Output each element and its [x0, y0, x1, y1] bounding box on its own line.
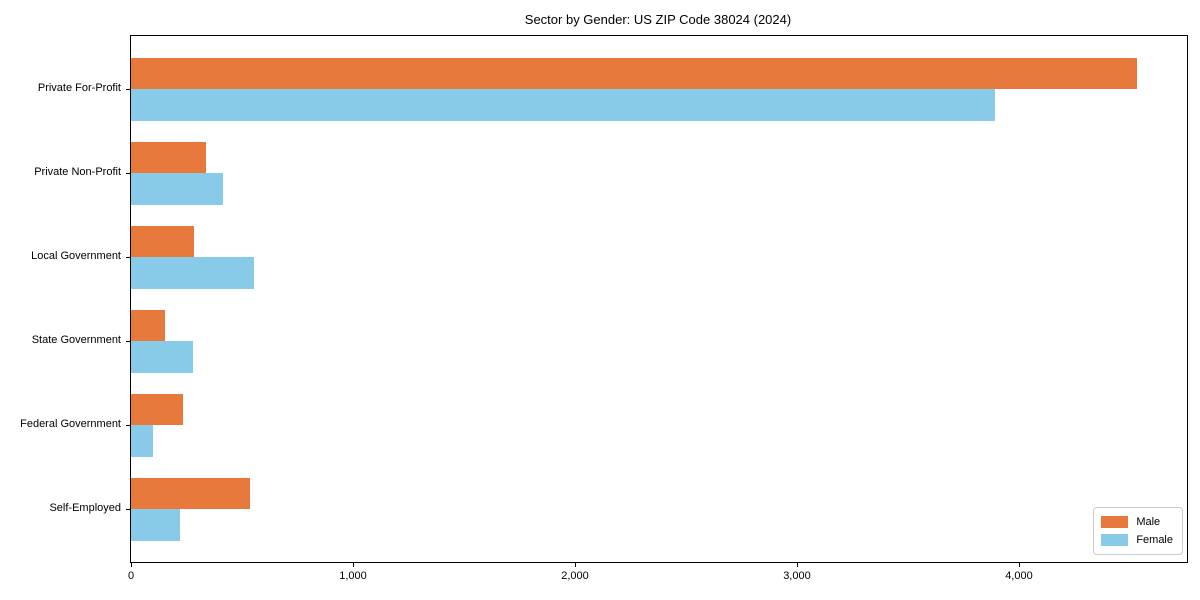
legend-item-female: Female [1101, 531, 1173, 549]
legend-item-male: Male [1101, 513, 1173, 531]
y-axis-category-label: Self-Employed [49, 502, 121, 514]
legend-label-male: Male [1136, 516, 1161, 528]
bar-male-4 [131, 393, 184, 425]
bar-female-0 [131, 89, 995, 121]
y-axis-category-label: State Government [31, 334, 121, 346]
y-axis-tick [126, 89, 131, 90]
legend-swatch-male [1101, 516, 1129, 528]
x-axis-tick-label: 4,000 [1005, 570, 1033, 582]
y-axis-tick [126, 509, 131, 510]
x-axis-tick-label: 2,000 [561, 570, 589, 582]
x-axis-tick [131, 563, 132, 567]
plot-area: Male Female Private For-Profit Private Non… [20, 35, 1188, 582]
x-axis-tick [574, 563, 576, 567]
y-axis-tick [126, 425, 131, 426]
legend-swatch-female [1101, 534, 1129, 546]
legend-label-female: Female [1136, 534, 1173, 546]
chart-title: Sector by Gender: US ZIP Code 38024 (202… [524, 12, 792, 27]
bar-female-3 [131, 341, 194, 373]
y-axis-tick [126, 341, 131, 342]
bar-male-2 [131, 225, 195, 257]
bar-male-3 [131, 309, 166, 341]
x-axis-tick-label: 3,000 [783, 570, 811, 582]
y-axis-category-label: Private Non-Profit [34, 166, 121, 178]
y-axis-tick [126, 173, 131, 174]
x-axis-tick [796, 563, 798, 567]
legend: Male Female [1093, 507, 1183, 555]
bar-male-0 [131, 57, 1137, 89]
x-axis-tick-label: 0 [127, 570, 135, 582]
x-axis-tick [352, 563, 354, 567]
y-axis-category-label: Local Government [31, 250, 121, 262]
bar-male-5 [131, 477, 250, 509]
y-axis-tick [126, 257, 131, 258]
y-axis-category-label: Federal Government [20, 418, 121, 430]
bar-female-4 [131, 425, 154, 457]
x-axis-tick [1018, 563, 1020, 567]
x-axis-tick-label: 1,000 [339, 570, 367, 582]
y-axis-category-label: Private For-Profit [37, 82, 121, 94]
bar-female-1 [131, 173, 224, 205]
bar-female-2 [131, 257, 255, 289]
bar-male-1 [131, 141, 207, 173]
bar-female-5 [131, 509, 180, 541]
